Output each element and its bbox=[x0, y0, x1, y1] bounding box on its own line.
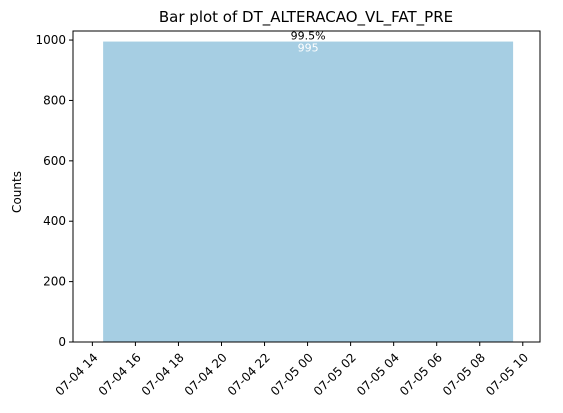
bar-0 bbox=[103, 41, 514, 342]
chart-title: Bar plot of DT_ALTERACAO_VL_FAT_PRE bbox=[159, 8, 453, 27]
y-tick-label-600: 600 bbox=[43, 154, 66, 168]
bar-percent-label-0: 99.5% bbox=[291, 30, 326, 43]
bars-group bbox=[103, 41, 514, 342]
y-tick-label-400: 400 bbox=[43, 214, 66, 228]
x-tick-label-8: 07-05 06 bbox=[397, 350, 445, 398]
y-tick-label-1000: 1000 bbox=[35, 33, 66, 47]
y-axis: 0 200 400 600 800 1000 bbox=[35, 33, 73, 349]
x-tick-label-0: 07-04 14 bbox=[53, 350, 101, 398]
y-tick-label-800: 800 bbox=[43, 93, 66, 107]
x-tick-label-3: 07-04 20 bbox=[182, 350, 230, 398]
x-tick-label-5: 07-05 00 bbox=[268, 350, 316, 398]
x-tick-label-10: 07-05 10 bbox=[483, 350, 531, 398]
plot-frame bbox=[72, 30, 541, 343]
y-tick-label-200: 200 bbox=[43, 275, 66, 289]
bar-value-label-0: 995 bbox=[298, 42, 319, 55]
x-tick-label-4: 07-04 22 bbox=[225, 350, 273, 398]
y-axis-label: Counts bbox=[10, 171, 24, 213]
bar-annotations: 99.5%995 bbox=[291, 30, 326, 55]
x-tick-label-1: 07-04 16 bbox=[96, 350, 144, 398]
x-tick-label-9: 07-05 08 bbox=[440, 350, 488, 398]
x-tick-label-6: 07-05 02 bbox=[311, 350, 359, 398]
y-tick-label-0: 0 bbox=[58, 335, 66, 349]
x-tick-label-7: 07-05 04 bbox=[354, 350, 402, 398]
x-tick-label-2: 07-04 18 bbox=[139, 350, 187, 398]
